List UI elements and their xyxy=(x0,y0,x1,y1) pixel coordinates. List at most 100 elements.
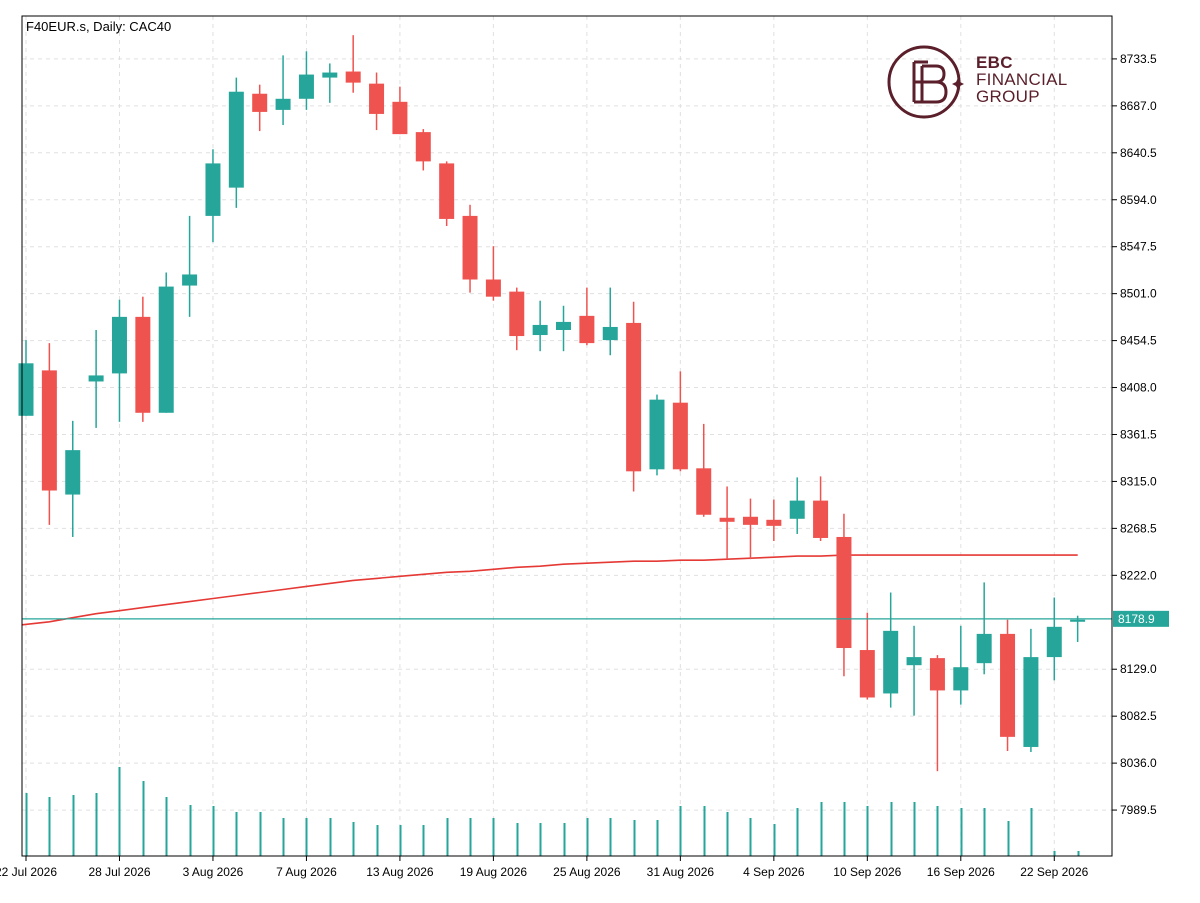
x-tick-label: 10 Sep 2026 xyxy=(833,865,901,879)
candle-body xyxy=(976,633,992,664)
candle xyxy=(462,204,478,293)
y-tick-label: 7989.5 xyxy=(1120,803,1157,817)
volume-layer xyxy=(25,767,1080,856)
y-tick-label: 8361.5 xyxy=(1120,427,1157,441)
candle-body xyxy=(298,74,314,99)
x-tick-label: 28 Jul 2026 xyxy=(88,865,150,879)
y-tick-label: 8547.5 xyxy=(1120,240,1157,254)
candle-body xyxy=(252,93,268,112)
candle xyxy=(696,423,712,517)
candle xyxy=(649,394,665,476)
y-tick-label: 8640.5 xyxy=(1120,146,1157,160)
y-tick-label: 8733.5 xyxy=(1120,52,1157,66)
y-tick-label: 8454.5 xyxy=(1120,334,1157,348)
candle-body xyxy=(1070,619,1086,622)
candle xyxy=(41,343,57,525)
moving-average-layer xyxy=(21,554,1078,626)
candle-body xyxy=(275,98,291,110)
candle xyxy=(439,161,455,226)
y-tick-label: 8129.0 xyxy=(1120,662,1157,676)
candle-body xyxy=(813,500,829,538)
candle-body xyxy=(719,517,735,522)
candle-body xyxy=(228,91,244,188)
candle xyxy=(976,582,992,675)
candle xyxy=(65,420,81,537)
candle-body xyxy=(485,279,501,297)
candle xyxy=(88,329,104,428)
y-tick-label: 8082.5 xyxy=(1120,709,1157,723)
candle-body xyxy=(392,101,408,135)
current-price-label: 8178.9 xyxy=(1118,612,1155,626)
x-tick-label: 13 Aug 2026 xyxy=(366,865,434,879)
candle-body xyxy=(1046,626,1062,658)
candle-body xyxy=(345,71,361,83)
candle xyxy=(1070,615,1086,642)
candle xyxy=(322,63,338,103)
candle-body xyxy=(579,315,595,344)
candle-body xyxy=(65,450,81,495)
candle-body xyxy=(158,286,174,413)
candle xyxy=(1000,619,1016,751)
candle-body xyxy=(1000,633,1016,737)
candle-body xyxy=(859,650,875,698)
candle-body xyxy=(369,83,385,114)
candle-body xyxy=(111,316,127,374)
candle xyxy=(509,287,525,351)
candle xyxy=(228,77,244,208)
moving-average-line xyxy=(21,554,1078,626)
candle xyxy=(298,51,314,110)
candle xyxy=(205,149,221,243)
y-tick-label: 8036.0 xyxy=(1120,756,1157,770)
x-tick-label: 4 Sep 2026 xyxy=(743,865,805,879)
candle-body xyxy=(88,375,104,382)
candle xyxy=(742,498,758,560)
candle xyxy=(556,305,572,352)
candle xyxy=(813,476,829,541)
candle-body xyxy=(696,468,712,515)
plot-frame xyxy=(21,15,1113,857)
y-tick-label: 8687.0 xyxy=(1120,99,1157,113)
x-tick-label: 7 Aug 2026 xyxy=(276,865,337,879)
brand-logo: EBC FINANCIAL GROUP xyxy=(884,42,1084,124)
candle-body xyxy=(462,215,478,280)
candle xyxy=(532,300,548,352)
candle-body xyxy=(205,163,221,216)
candle-body xyxy=(532,324,548,336)
candle xyxy=(345,35,361,93)
candle xyxy=(275,55,291,126)
candle xyxy=(392,86,408,135)
candle-body xyxy=(182,274,198,286)
candle-body xyxy=(322,72,338,78)
x-tick-label: 19 Aug 2026 xyxy=(460,865,528,879)
y-tick-label: 8222.0 xyxy=(1120,568,1157,582)
logo-line-2: FINANCIAL xyxy=(976,70,1068,89)
candle xyxy=(252,84,268,132)
candle-body xyxy=(766,519,782,526)
x-tick-label: 22 Jul 2026 xyxy=(0,865,57,879)
candle xyxy=(883,592,899,708)
x-tick-label: 16 Sep 2026 xyxy=(927,865,995,879)
candle xyxy=(158,272,174,413)
grid-layer xyxy=(22,16,1112,856)
y-tick-label: 8268.5 xyxy=(1120,521,1157,535)
candle-body xyxy=(1023,657,1039,747)
candle-body xyxy=(836,536,852,649)
y-tick-label: 8408.0 xyxy=(1120,381,1157,395)
candle xyxy=(953,625,969,705)
candle xyxy=(135,296,151,422)
candle xyxy=(859,612,875,700)
price-line-layer: 8178.9 xyxy=(22,610,1169,627)
candle-body xyxy=(789,500,805,519)
candle xyxy=(369,72,385,131)
x-tick-label: 25 Aug 2026 xyxy=(553,865,621,879)
logo-line-1: EBC xyxy=(976,53,1013,72)
logo-text: EBC FINANCIAL GROUP xyxy=(976,54,1068,105)
candle-body xyxy=(626,322,642,472)
candle-body xyxy=(509,291,525,337)
candle-body xyxy=(415,132,431,162)
y-tick-label: 8501.0 xyxy=(1120,287,1157,301)
candle-body xyxy=(929,658,945,691)
candle xyxy=(111,299,127,422)
